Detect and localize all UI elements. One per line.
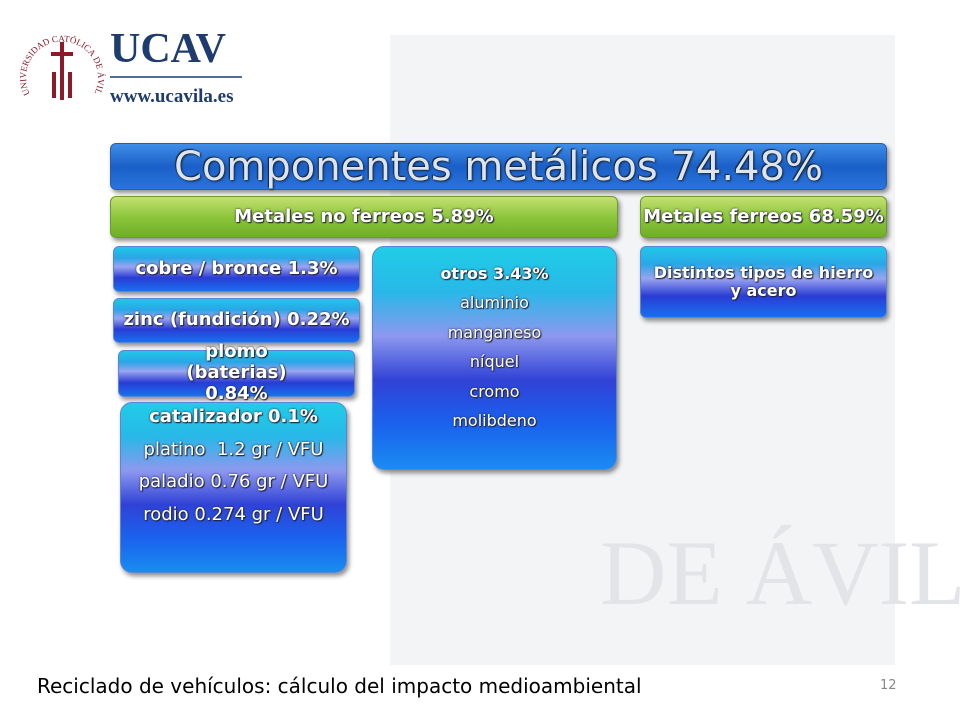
item-label: otros 3.43% xyxy=(440,264,549,283)
item-detail: níquel xyxy=(469,352,520,372)
item-detail: manganeso xyxy=(447,322,542,342)
title: Componentes metálicos 74.48% xyxy=(174,143,823,190)
watermark: DE ÁVILA xyxy=(600,522,960,624)
item-detail: paladio 0.76 gr / VFU xyxy=(138,471,329,493)
item-detail: platino 1.2 gr / VFU xyxy=(143,438,324,460)
group-box: Metales ferreos 68.59% xyxy=(640,196,887,238)
logo: UNIVERSIDAD CATÓLICA DE ÁVILA UCAV www.u… xyxy=(18,22,242,107)
item-label: cobre / bronce 1.3% xyxy=(135,257,338,279)
item-box: Distintos tipos de hierro y acero xyxy=(640,246,887,318)
item-label: plomo (baterias) 0.84% xyxy=(186,341,287,404)
logo-url: www.ucavila.es xyxy=(110,86,234,107)
item-detail: molibdeno xyxy=(452,410,537,430)
group-label: Metales ferreos 68.59% xyxy=(643,205,884,227)
group-label: Metales no ferreos 5.89% xyxy=(234,205,494,227)
logo-name: UCAV xyxy=(110,26,226,72)
item-box: otros 3.43% aluminio manganeso níquel cr… xyxy=(372,246,617,470)
item-box: catalizador 0.1% platino 1.2 gr / VFU pa… xyxy=(120,402,347,573)
title-box: Componentes metálicos 74.48% xyxy=(110,143,887,190)
item-detail: cromo xyxy=(469,381,520,401)
item-label: zinc (fundición) 0.22% xyxy=(123,309,350,331)
item-box: cobre / bronce 1.3% xyxy=(113,246,360,292)
item-label: catalizador 0.1% xyxy=(149,406,318,427)
group-box: Metales no ferreos 5.89% xyxy=(110,196,618,238)
page-number: 12 xyxy=(880,678,897,693)
item-box: zinc (fundición) 0.22% xyxy=(113,298,360,343)
item-detail: aluminio xyxy=(460,293,529,313)
footer-text: Reciclado de vehículos: cálculo del impa… xyxy=(37,674,642,698)
item-detail: rodio 0.274 gr / VFU xyxy=(143,504,324,526)
item-box: plomo (baterias) 0.84% xyxy=(118,342,355,404)
item-label: Distintos tipos de hierro y acero xyxy=(653,262,874,300)
